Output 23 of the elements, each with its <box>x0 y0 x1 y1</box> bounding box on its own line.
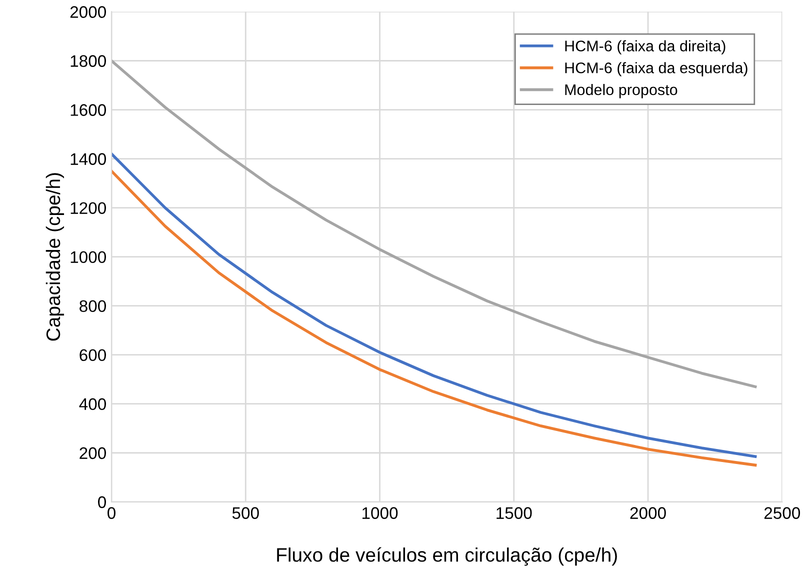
y-tick-label: 600 <box>80 349 106 362</box>
y-tick-label: 1400 <box>70 153 106 165</box>
y-tick-label: 0 <box>98 496 106 508</box>
x-tick-label: 1500 <box>496 507 532 519</box>
y-tick-label: 400 <box>79 398 106 410</box>
x-axis-title: Fluxo de veículos em circulação (cpe/h) <box>277 547 617 566</box>
x-tick-label: 2500 <box>764 507 800 519</box>
x-tick-label: 1000 <box>362 507 398 519</box>
y-tick-label: 200 <box>80 447 106 460</box>
legend-label: HCM-6 (faixa da esquerda) <box>565 62 748 76</box>
y-tick-label: 1000 <box>70 251 106 264</box>
x-tick-label: 500 <box>232 507 259 519</box>
legend-label: HCM-6 (faixa da direita) <box>565 40 726 54</box>
y-tick-label: 800 <box>80 300 106 312</box>
y-tick-label: 1200 <box>70 202 106 214</box>
legend-label: Modelo proposto <box>565 84 678 98</box>
line-series <box>112 59 757 388</box>
y-tick-label: 1800 <box>70 55 106 67</box>
x-tick-label: 2000 <box>630 507 666 519</box>
x-tick-label: 0 <box>108 507 116 519</box>
y-tick-label: 1600 <box>70 104 106 116</box>
y-axis-title: Capacidade (cpe/h) <box>46 173 64 341</box>
y-tick-label: 2000 <box>70 6 106 18</box>
